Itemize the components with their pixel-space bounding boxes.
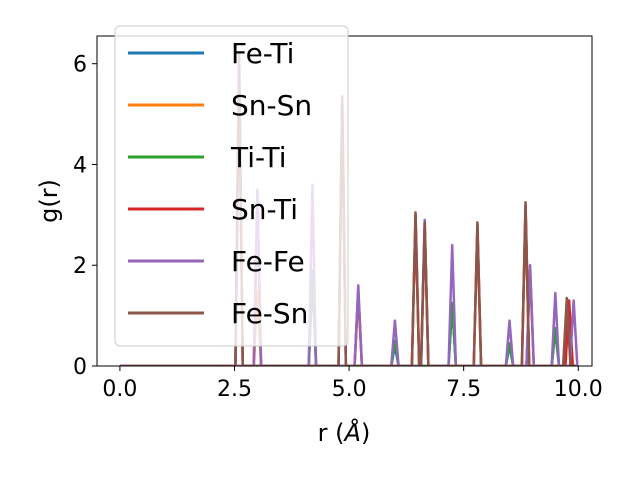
x-tick-label: 7.5 — [446, 377, 481, 402]
x-axis: 0.0 2.5 5.0 7.5 10.0 — [102, 366, 603, 402]
x-tick-label: 10.0 — [554, 377, 603, 402]
y-axis: 0 2 4 6 — [73, 53, 97, 380]
legend: Fe-Ti Sn-Sn Ti-Ti Sn-Ti Fe-Fe Fe-Sn — [114, 25, 349, 347]
legend-label-ti-ti: Ti-Ti — [230, 141, 287, 174]
legend-label-fe-ti: Fe-Ti — [231, 37, 294, 70]
legend-label-sn-sn: Sn-Sn — [231, 89, 312, 122]
legend-label-sn-ti: Sn-Ti — [231, 193, 298, 226]
x-tick-label: 2.5 — [217, 377, 252, 402]
y-tick-label: 6 — [73, 53, 87, 78]
legend-label-fe-sn: Fe-Sn — [231, 297, 308, 330]
y-tick-label: 4 — [73, 153, 87, 178]
y-axis-label: g(r) — [35, 179, 63, 223]
x-tick-label: 5.0 — [332, 377, 367, 402]
y-tick-label: 2 — [73, 254, 87, 279]
x-tick-label: 0.0 — [102, 377, 137, 402]
legend-label-fe-fe: Fe-Fe — [231, 245, 305, 278]
y-tick-label: 0 — [73, 355, 87, 380]
x-axis-label: r (Å) — [318, 418, 371, 447]
